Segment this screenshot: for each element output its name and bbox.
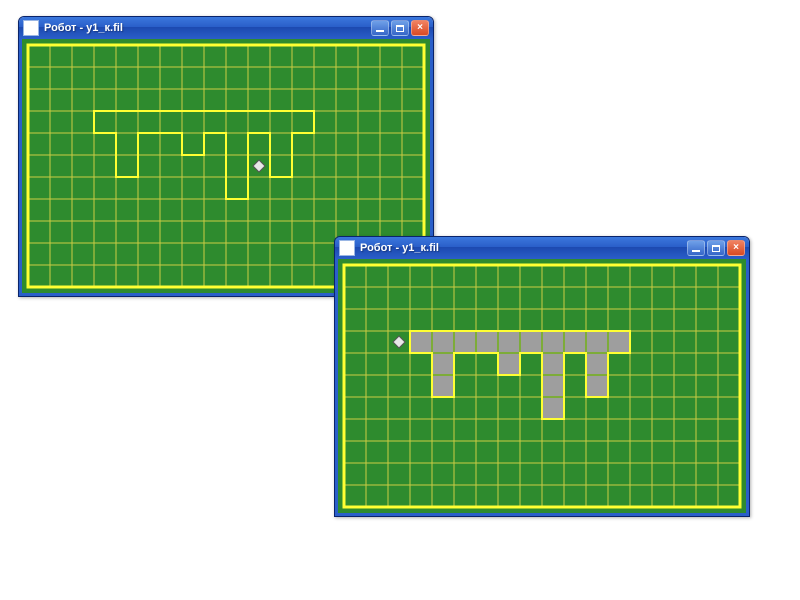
window-buttons: × — [371, 20, 429, 36]
close-button[interactable]: × — [411, 20, 429, 36]
titlebar[interactable]: Робот - y1_к.fil × — [335, 237, 749, 259]
maximize-button-icon — [712, 245, 720, 252]
app-icon — [339, 240, 355, 256]
robot-field[interactable] — [338, 259, 746, 513]
window-title: Робот - y1_к.fil — [360, 242, 687, 254]
minimize-button[interactable] — [371, 20, 389, 36]
maximize-button[interactable] — [391, 20, 409, 36]
close-button-icon: × — [733, 243, 739, 253]
app-window[interactable]: Робот - y1_к.fil × — [334, 236, 750, 517]
maximize-button-icon — [396, 25, 404, 32]
window-title: Робот - y1_к.fil — [44, 22, 371, 34]
close-button[interactable]: × — [727, 240, 745, 256]
close-button-icon: × — [417, 23, 423, 33]
app-icon — [23, 20, 39, 36]
client-area — [335, 259, 749, 516]
maximize-button[interactable] — [707, 240, 725, 256]
titlebar[interactable]: Робот - y1_к.fil × — [19, 17, 433, 39]
minimize-button[interactable] — [687, 240, 705, 256]
minimize-button-icon — [692, 250, 700, 252]
minimize-button-icon — [376, 30, 384, 32]
window-buttons: × — [687, 240, 745, 256]
